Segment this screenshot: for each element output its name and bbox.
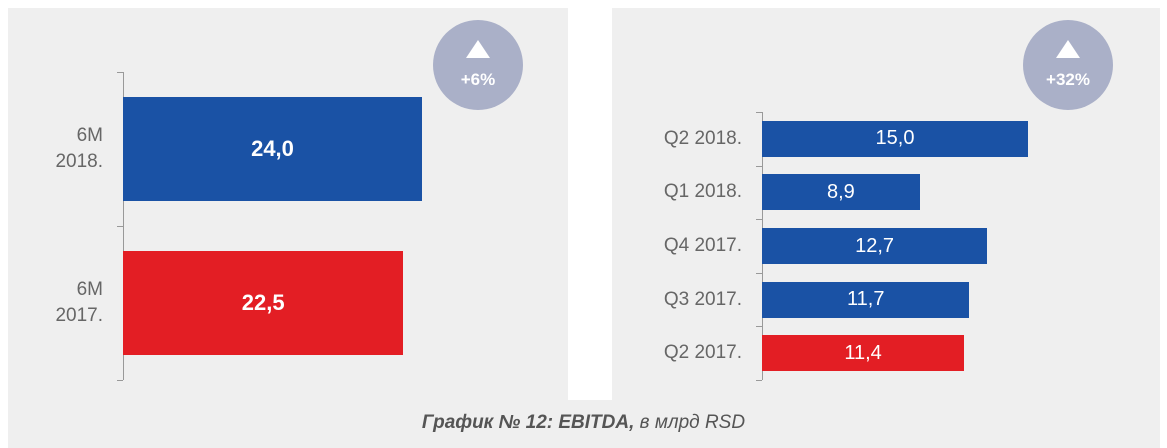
axis-tick xyxy=(756,272,762,274)
value-label: 8,9 xyxy=(827,180,855,203)
badge-label: +32% xyxy=(1046,70,1090,89)
up-arrow xyxy=(466,40,490,58)
category-label: Q2 2018. xyxy=(663,127,742,149)
axis-tick xyxy=(756,380,762,381)
axis-tick xyxy=(756,326,762,328)
caption-strip xyxy=(8,400,1160,448)
bar: 15,0 xyxy=(762,120,1028,157)
axis-tick xyxy=(117,226,123,227)
value-label: 24,0 xyxy=(251,136,294,161)
category-label: Q3 2017. xyxy=(663,288,742,310)
caption: График № 12: EBITDA, в млрд RSD xyxy=(0,412,1167,434)
value-label: 22,5 xyxy=(241,290,285,315)
bar: 8,9 xyxy=(762,174,920,211)
value-label: 15,0 xyxy=(875,127,915,150)
axis-tick xyxy=(756,112,762,113)
caption-rest: в млрд RSD xyxy=(639,412,746,433)
badge-label: +6% xyxy=(460,70,496,89)
axis-tick xyxy=(117,72,123,73)
value-label: 11,7 xyxy=(847,288,885,311)
value-label: 11,4 xyxy=(844,341,882,364)
bar: 24,0 xyxy=(123,97,422,201)
bar: 11,4 xyxy=(762,335,965,372)
axis-tick xyxy=(756,165,762,167)
axis-line xyxy=(123,72,124,380)
axis-tick xyxy=(117,380,123,381)
up-arrow xyxy=(1056,40,1080,58)
value-label: 12,7 xyxy=(855,234,895,257)
bar: 11,7 xyxy=(762,281,970,318)
caption-bold: График № 12: EBITDA, xyxy=(421,412,635,433)
category-label: 6M 2018. xyxy=(55,125,103,172)
category-label: 6M 2017. xyxy=(55,279,103,326)
bar: 12,7 xyxy=(762,228,988,264)
badge: +6% xyxy=(433,20,523,110)
axis-tick xyxy=(756,219,762,221)
badge: +32% xyxy=(1023,20,1113,110)
category-label: Q4 2017. xyxy=(663,235,742,256)
category-label: Q1 2018. xyxy=(663,181,742,203)
bar: 22,5 xyxy=(123,251,404,355)
category-label: Q2 2017. xyxy=(663,342,742,364)
